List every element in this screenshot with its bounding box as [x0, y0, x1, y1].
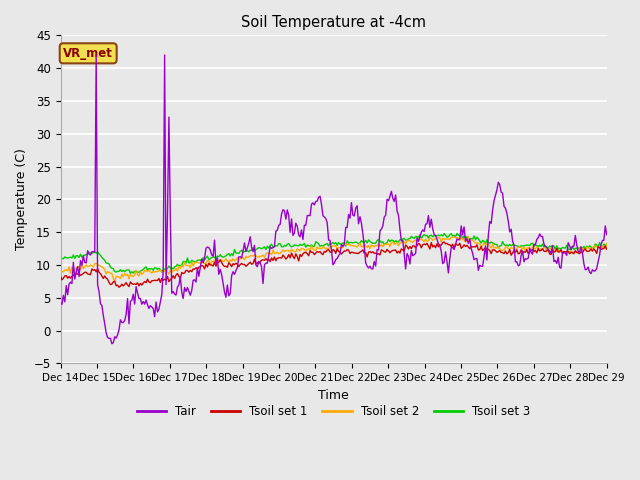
Tair	[94, 282, 102, 288]
Tair	[602, 223, 609, 229]
Line: Tsoil set 2: Tsoil set 2	[61, 237, 607, 281]
Tsoil set 2	[530, 246, 538, 252]
Tsoil set 3	[530, 243, 538, 249]
Tsoil set 3	[603, 241, 611, 247]
Tsoil set 2	[57, 268, 65, 274]
Tsoil set 3	[447, 231, 455, 237]
Tsoil set 1	[115, 284, 123, 290]
Text: VR_met: VR_met	[63, 47, 113, 60]
Tair	[603, 232, 611, 238]
Tair	[92, 52, 100, 58]
Tsoil set 3	[602, 243, 609, 249]
Legend: Tair, Tsoil set 1, Tsoil set 2, Tsoil set 3: Tair, Tsoil set 1, Tsoil set 2, Tsoil se…	[132, 401, 536, 423]
Line: Tsoil set 1: Tsoil set 1	[61, 242, 607, 287]
Title: Soil Temperature at -4cm: Soil Temperature at -4cm	[241, 15, 426, 30]
Tsoil set 3	[453, 230, 461, 236]
Tsoil set 2	[603, 240, 611, 246]
Tsoil set 2	[602, 246, 609, 252]
Tsoil set 1	[530, 249, 538, 254]
Tair	[108, 341, 116, 347]
Tair	[449, 244, 456, 250]
Tsoil set 1	[92, 269, 100, 275]
Tsoil set 1	[449, 241, 456, 247]
Tsoil set 1	[602, 243, 609, 249]
Tsoil set 3	[339, 240, 347, 246]
Tsoil set 2	[76, 264, 83, 269]
Y-axis label: Temperature (C): Temperature (C)	[15, 148, 28, 250]
Tair	[530, 241, 538, 247]
Tsoil set 2	[111, 278, 118, 284]
Tsoil set 3	[92, 250, 100, 256]
Tsoil set 2	[465, 234, 472, 240]
Tsoil set 3	[57, 254, 65, 260]
Line: Tsoil set 3: Tsoil set 3	[61, 233, 607, 273]
Tsoil set 2	[339, 244, 347, 250]
Tsoil set 3	[127, 270, 134, 276]
Tsoil set 3	[76, 254, 83, 260]
Tair	[76, 274, 83, 279]
Tsoil set 2	[92, 261, 100, 266]
Tsoil set 1	[339, 250, 347, 255]
Tsoil set 1	[603, 246, 611, 252]
Tair	[57, 300, 65, 306]
Line: Tair: Tair	[61, 55, 607, 344]
Tair	[340, 241, 348, 247]
X-axis label: Time: Time	[318, 389, 349, 402]
Tsoil set 1	[440, 239, 448, 245]
Tsoil set 2	[447, 235, 455, 240]
Tsoil set 1	[76, 271, 83, 276]
Tsoil set 1	[57, 274, 65, 279]
